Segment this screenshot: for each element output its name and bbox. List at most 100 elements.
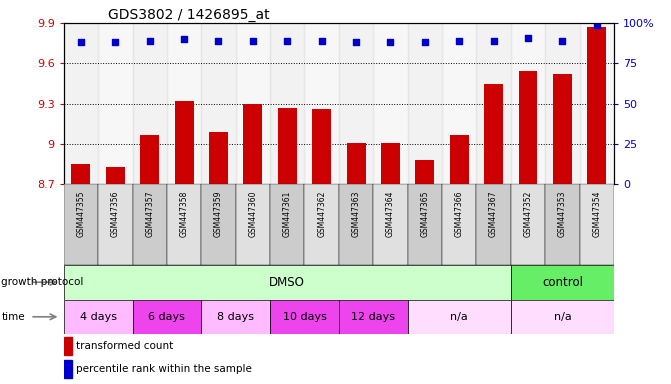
Bar (236, 184, 270, 265)
Point (454, 38, 464, 44)
Bar (373, 184, 408, 265)
Text: GSM447356: GSM447356 (111, 191, 120, 237)
Bar (98, 23, 132, 184)
Text: GSM447353: GSM447353 (558, 191, 567, 237)
Bar (64, 360, 72, 378)
Text: DMSO: DMSO (269, 276, 305, 289)
Bar (511, 300, 614, 334)
Bar (167, 184, 201, 265)
Point (351, 39, 362, 45)
Bar (72, 164, 91, 184)
Bar (236, 23, 270, 184)
Bar (580, 184, 614, 265)
Bar (270, 23, 305, 184)
Point (248, 38, 258, 44)
Point (282, 38, 293, 44)
Bar (511, 265, 614, 300)
Point (76, 39, 87, 45)
Bar (64, 265, 511, 300)
Text: growth protocol: growth protocol (1, 277, 84, 287)
Bar (133, 23, 167, 184)
Text: GSM447365: GSM447365 (420, 191, 429, 237)
Bar (64, 337, 72, 355)
Bar (450, 134, 468, 184)
Bar (484, 84, 503, 184)
Bar (278, 108, 297, 184)
Text: GDS3802 / 1426895_at: GDS3802 / 1426895_at (108, 8, 269, 22)
Text: GSM447361: GSM447361 (282, 191, 292, 237)
Text: n/a: n/a (450, 312, 468, 322)
Point (213, 38, 224, 44)
Bar (442, 23, 476, 184)
Text: 8 days: 8 days (217, 312, 254, 322)
Bar (408, 23, 442, 184)
Bar (415, 160, 434, 184)
Text: percentile rank within the sample: percentile rank within the sample (76, 364, 252, 374)
Bar (580, 23, 614, 184)
Bar (339, 23, 373, 184)
Bar (476, 184, 511, 265)
Bar (545, 23, 580, 184)
Bar (98, 184, 132, 265)
Text: n/a: n/a (554, 312, 571, 322)
Text: GSM447362: GSM447362 (317, 191, 326, 237)
Text: GSM447358: GSM447358 (180, 191, 189, 237)
Bar (244, 104, 262, 184)
Text: GSM447366: GSM447366 (455, 191, 464, 237)
Bar (519, 71, 537, 184)
Bar (270, 184, 305, 265)
Bar (167, 23, 201, 184)
Bar (408, 300, 511, 334)
Point (557, 38, 568, 44)
Text: GSM447360: GSM447360 (248, 191, 258, 237)
Text: GSM447354: GSM447354 (592, 191, 601, 237)
Bar (270, 300, 339, 334)
Bar (64, 184, 98, 265)
Bar (64, 300, 133, 334)
Point (316, 38, 327, 44)
Bar (587, 27, 606, 184)
Bar (442, 184, 476, 265)
Point (419, 39, 430, 45)
Text: GSM447355: GSM447355 (76, 191, 85, 237)
Bar (511, 184, 545, 265)
Text: GSM447359: GSM447359 (214, 191, 223, 237)
Point (385, 39, 396, 45)
Bar (347, 142, 366, 184)
Bar (339, 184, 373, 265)
Bar (312, 109, 331, 184)
Bar (201, 23, 236, 184)
Bar (305, 23, 339, 184)
Bar (373, 23, 408, 184)
Text: GSM447364: GSM447364 (386, 191, 395, 237)
Text: GSM447367: GSM447367 (489, 191, 498, 237)
Bar (174, 101, 193, 184)
Bar (476, 23, 511, 184)
Point (523, 35, 533, 41)
Bar (553, 74, 572, 184)
Text: 4 days: 4 days (80, 312, 117, 322)
Text: 12 days: 12 days (351, 312, 395, 322)
Bar (201, 300, 270, 334)
Bar (209, 132, 228, 184)
Bar (381, 142, 400, 184)
Bar (305, 184, 339, 265)
Point (591, 22, 602, 28)
Bar (140, 134, 159, 184)
Bar (339, 300, 408, 334)
Point (110, 39, 121, 45)
Bar (64, 23, 98, 184)
Text: time: time (1, 312, 25, 322)
Bar (545, 184, 580, 265)
Point (488, 38, 499, 44)
Text: 10 days: 10 days (282, 312, 326, 322)
Text: 6 days: 6 days (148, 312, 185, 322)
Bar (511, 23, 545, 184)
Bar (201, 184, 236, 265)
Text: control: control (542, 276, 583, 289)
Text: GSM447363: GSM447363 (352, 191, 360, 237)
Bar (133, 300, 201, 334)
Bar (106, 167, 125, 184)
Text: GSM447352: GSM447352 (523, 191, 533, 237)
Text: transformed count: transformed count (76, 341, 174, 351)
